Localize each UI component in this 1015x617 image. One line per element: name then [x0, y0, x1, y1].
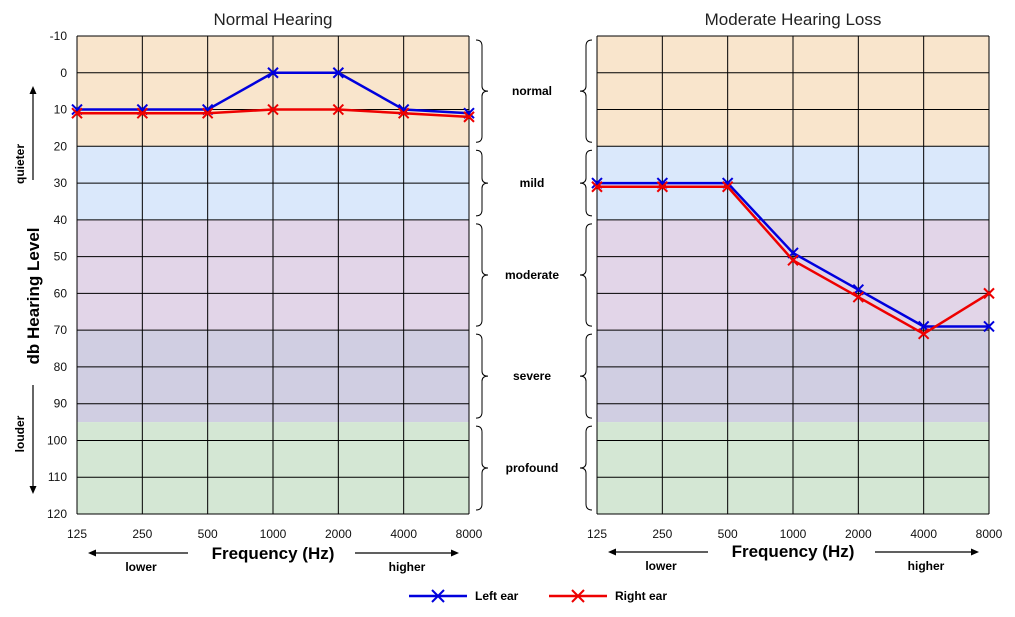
moderate-hearing-loss-chart: Moderate Hearing Loss 125 250 500 1000 2000 40…: [587, 10, 1003, 541]
y-tick-label: 60: [54, 286, 68, 300]
higher-arrow-right: [875, 548, 979, 556]
x-tick-label: 8000: [456, 527, 483, 541]
band-labels: normal mild moderate severe profound: [475, 39, 593, 511]
higher-label-right: higher: [908, 559, 945, 573]
data-point-right-ear: [983, 287, 995, 300]
data-point-left-ear: [983, 320, 995, 333]
y-tick-label: 50: [54, 250, 68, 264]
data-point-right-ear: [852, 291, 865, 303]
x-tick-label: 250: [652, 527, 672, 541]
data-point-left-ear: [267, 67, 279, 79]
brace-right-moderate: [475, 223, 489, 327]
x-tick-label: 4000: [910, 527, 937, 541]
x-tick-label: 125: [67, 527, 87, 541]
x-tick-label: 500: [198, 527, 218, 541]
legend-item-right-ear: Right ear: [549, 589, 667, 603]
x-tick-label: 1000: [260, 527, 287, 541]
brace-left-mild: [579, 149, 593, 217]
brace-left-moderate: [579, 223, 593, 327]
y-tick-label: 110: [48, 470, 67, 484]
y-tick-label: 20: [54, 139, 68, 153]
higher-arrow-left: [355, 549, 459, 557]
data-point-left-ear: [332, 67, 345, 79]
louder-arrow: [29, 385, 37, 494]
quieter-label: quieter: [13, 144, 27, 184]
y-tick-label: 90: [54, 397, 68, 411]
higher-label-left: higher: [389, 560, 426, 574]
data-point-right-ear: [267, 103, 279, 116]
data-point-right-ear: [136, 107, 149, 119]
data-point-right-ear: [656, 181, 669, 193]
data-point-right-ear: [201, 107, 214, 119]
x-tick-label: 2000: [325, 527, 352, 541]
data-point-right-ear: [917, 328, 930, 340]
x-axis-label-right: Frequency (Hz): [732, 542, 855, 561]
legend: Left ear Right ear: [409, 589, 667, 603]
brace-left-normal: [579, 39, 593, 143]
data-point-right-ear: [463, 111, 475, 123]
brace-left-profound: [579, 425, 593, 511]
brace-left-severe: [579, 333, 593, 419]
lower-arrow-left: [88, 549, 188, 557]
data-point-right-ear: [787, 254, 799, 266]
data-point-right-ear: [71, 107, 83, 119]
brace-right-severe: [475, 333, 489, 419]
band-label-moderate: moderate: [505, 268, 559, 282]
legend-label-left-ear: Left ear: [475, 589, 519, 603]
data-point-right-ear: [332, 103, 345, 116]
y-tick-label: 120: [47, 507, 67, 521]
y-tick-label: 10: [54, 103, 68, 117]
lower-label-left: lower: [125, 560, 157, 574]
data-point-right-ear: [397, 107, 410, 119]
data-point-right-ear: [721, 181, 734, 193]
x-tick-label: 1000: [780, 527, 807, 541]
legend-marker-right-ear: [571, 589, 585, 603]
legend-label-right-ear: Right ear: [615, 589, 667, 603]
lower-arrow-right: [608, 548, 708, 556]
x-tick-label: 4000: [390, 527, 417, 541]
data-point-right-ear: [591, 181, 603, 193]
y-tick-label: 40: [54, 213, 68, 227]
y-tick-label: 100: [47, 433, 67, 447]
louder-label: louder: [13, 415, 27, 452]
brace-right-mild: [475, 149, 489, 217]
legend-marker-left-ear: [431, 589, 445, 603]
band-label-normal: normal: [512, 84, 552, 98]
x-tick-label: 2000: [845, 527, 872, 541]
y-tick-label: 0: [60, 66, 67, 80]
brace-right-profound: [475, 425, 489, 511]
quieter-arrow: [29, 86, 37, 180]
band-label-profound: profound: [506, 461, 559, 475]
lower-label-right: lower: [645, 559, 677, 573]
y-tick-label: 70: [54, 323, 68, 337]
band-label-severe: severe: [513, 369, 551, 383]
x-tick-label: 8000: [976, 527, 1003, 541]
brace-right-normal: [475, 39, 489, 143]
y-tick-label: 30: [54, 176, 68, 190]
x-axis-label-left: Frequency (Hz): [212, 544, 335, 563]
y-axis-label: db Hearing Level: [24, 228, 43, 365]
x-tick-label: 125: [587, 527, 607, 541]
moderate-hearing-loss-title: Moderate Hearing Loss: [705, 10, 882, 29]
y-tick-label: 80: [54, 360, 68, 374]
y-tick-label: -10: [50, 29, 68, 43]
normal-hearing-title: Normal Hearing: [213, 10, 332, 29]
legend-item-left-ear: Left ear: [409, 589, 519, 603]
x-tick-label: 250: [132, 527, 152, 541]
x-tick-label: 500: [718, 527, 738, 541]
band-label-mild: mild: [520, 176, 545, 190]
